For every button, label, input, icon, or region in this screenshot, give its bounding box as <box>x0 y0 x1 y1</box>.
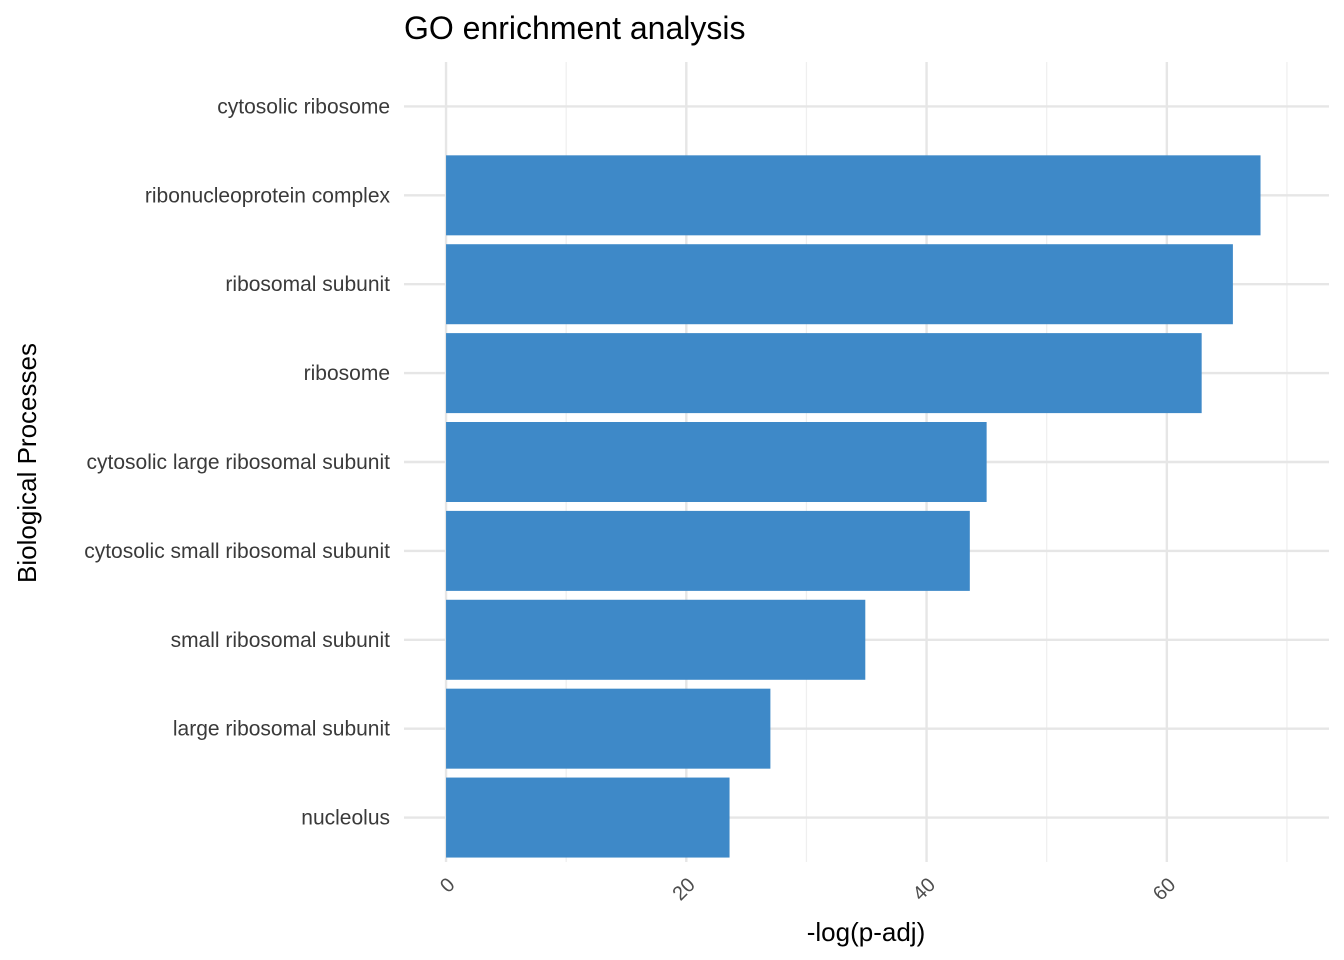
bar <box>446 333 1202 414</box>
bar <box>446 155 1261 236</box>
x-tick-label: 60 <box>1149 874 1180 905</box>
bar <box>446 422 987 502</box>
y-tick-label: nucleolus <box>301 807 390 830</box>
y-tick-label: large ribosomal subunit <box>173 718 390 741</box>
bars <box>446 155 1261 858</box>
y-tick-label: ribosomal subunit <box>225 273 390 296</box>
y-tick-label: cytosolic small ribosomal subunit <box>84 540 390 563</box>
y-tick-label: cytosolic ribosome <box>217 95 390 118</box>
bar <box>446 688 771 769</box>
y-tick-label: ribosome <box>304 362 390 385</box>
y-tick-labels: cytosolic ribosome ribonucleoprotein comp… <box>84 95 390 829</box>
y-tick-label: small ribosomal subunit <box>171 629 391 652</box>
y-tick-label: cytosolic large ribosomal subunit <box>87 451 391 474</box>
bar <box>446 510 970 591</box>
bar <box>446 244 1233 325</box>
x-axis-title: -log(p-adj) <box>807 917 926 947</box>
x-tick-label: 0 <box>436 874 459 897</box>
bar <box>446 599 866 680</box>
x-tick-label: 20 <box>668 874 699 905</box>
bar <box>446 777 730 858</box>
x-tick-labels: 0 20 40 60 <box>436 874 1180 905</box>
chart-title: GO enrichment analysis <box>404 10 745 46</box>
x-tick-label: 40 <box>909 874 940 905</box>
y-tick-label: ribonucleoprotein complex <box>145 184 391 207</box>
y-axis-title: Biological Processes <box>12 343 42 583</box>
